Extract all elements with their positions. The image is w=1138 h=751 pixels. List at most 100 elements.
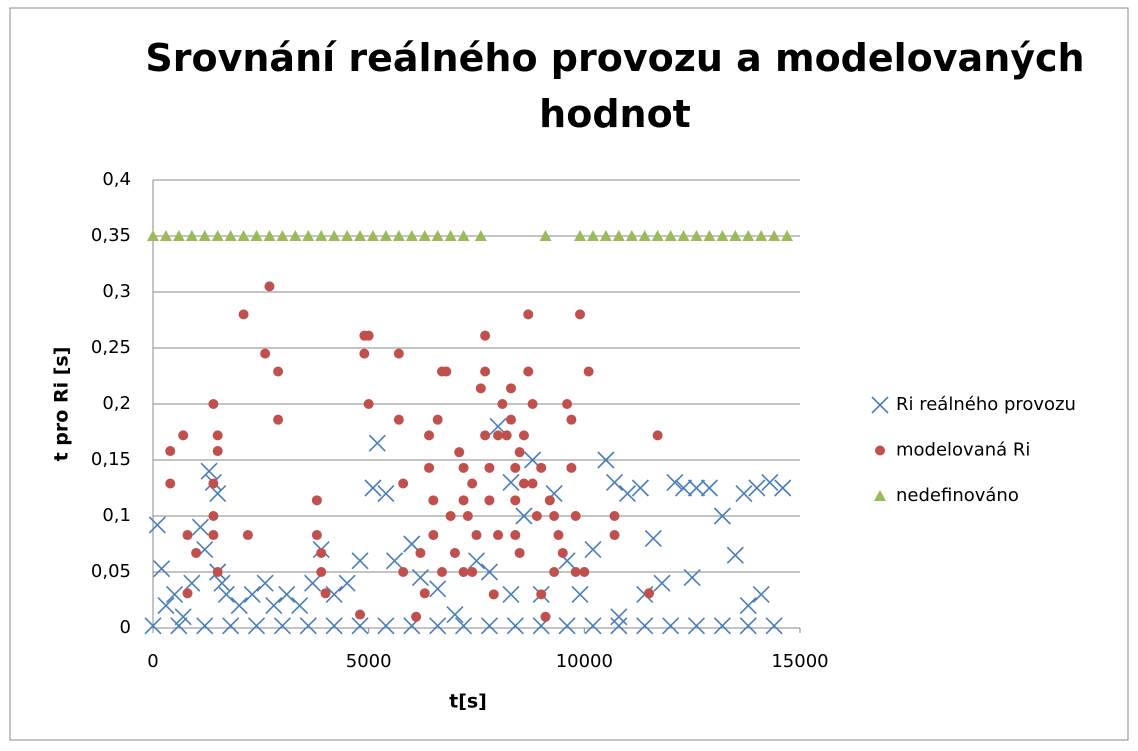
x-stroke [752,585,770,603]
x-marker [377,485,395,503]
triangle-marker [539,230,552,241]
circle-marker [273,366,284,377]
x-marker [265,597,283,615]
circle-marker [208,511,219,521]
circle-marker [363,330,374,341]
x-marker [217,585,235,603]
x-marker [502,473,520,491]
x-stroke [170,617,188,635]
circle-marker [484,495,495,506]
y-tick-label: 0,35 [91,225,131,246]
x-marker [291,597,309,615]
circle-marker [536,589,547,600]
x-marker [666,473,684,491]
x-marker [325,585,343,603]
triangle-marker [664,230,677,241]
triangle-marker [328,230,341,241]
x-marker [713,617,731,635]
x-marker [597,451,615,469]
x-stroke [230,597,248,615]
x-stroke [687,479,706,497]
x-marker [213,574,231,592]
x-marker [174,608,192,626]
y-tick-label: 0 [120,617,131,638]
circle-marker [488,589,499,600]
triangle-marker [474,230,487,241]
circle-marker [415,547,426,558]
circle-marker [320,588,331,599]
x-stroke [735,485,753,503]
x-stroke [700,479,718,497]
triangle-marker [729,230,742,241]
x-marker [166,585,184,603]
x-stroke [291,597,309,615]
x-marker [726,546,744,564]
circle-marker [355,609,366,620]
circle-marker [208,399,219,409]
x-marker [610,617,628,635]
circle-marker [428,495,439,506]
x-marker [191,518,210,536]
x-marker [273,617,291,635]
x-stroke [748,479,766,497]
x-stroke [653,574,671,592]
x-stroke [454,617,473,635]
triangle-marker [690,230,703,241]
x-marker [584,541,602,559]
x-marker [222,617,240,635]
x-stroke [502,585,520,603]
x-marker [351,617,369,635]
triangle-marker [237,230,250,241]
triangle-marker [224,230,237,241]
x-stroke [683,569,701,587]
x-stroke [506,617,524,635]
circle-marker [506,383,517,394]
x-marker [230,597,248,615]
circle-marker [544,495,555,506]
x-marker [644,529,662,547]
circle-marker [212,446,223,457]
circle-marker [467,478,478,489]
x-stroke [605,473,624,491]
x-stroke [446,605,464,624]
triangle-marker [586,230,599,241]
x-stroke [480,617,499,635]
x-marker [674,479,693,497]
x-stroke [325,585,343,603]
circle-marker [566,414,577,425]
circle-marker [531,511,542,521]
x-stroke [196,617,214,635]
x-stroke [265,597,283,615]
circle-marker [644,588,655,599]
x-stroke [489,417,507,435]
triangle-marker [418,230,431,241]
x-marker [610,608,628,626]
triangle-marker [716,230,729,241]
x-stroke [200,462,218,480]
triangle-marker [315,230,328,241]
x-stroke [584,617,602,635]
x-stroke [631,479,649,497]
circle-marker [570,567,581,577]
x-stroke [739,617,757,635]
circle-marker [264,281,275,292]
y-tick-label: 0,3 [102,281,131,302]
triangle-marker [405,230,418,241]
x-tick-label: 15000 [771,651,828,672]
x-marker [871,396,889,414]
x-marker [480,563,499,581]
x-stroke [584,541,602,559]
triangle-marker [457,230,470,241]
circle-marker [311,530,322,541]
circle-marker [570,511,581,521]
x-stroke [429,617,447,635]
circle-marker [493,530,504,541]
x-stroke [377,617,395,635]
x-stroke [153,560,171,578]
circle-marker [458,567,469,577]
x-marker [631,479,649,497]
triangle-marker [289,230,302,241]
x-marker [148,516,166,534]
circle-marker [165,478,176,489]
y-tick-label: 0,4 [102,169,131,190]
